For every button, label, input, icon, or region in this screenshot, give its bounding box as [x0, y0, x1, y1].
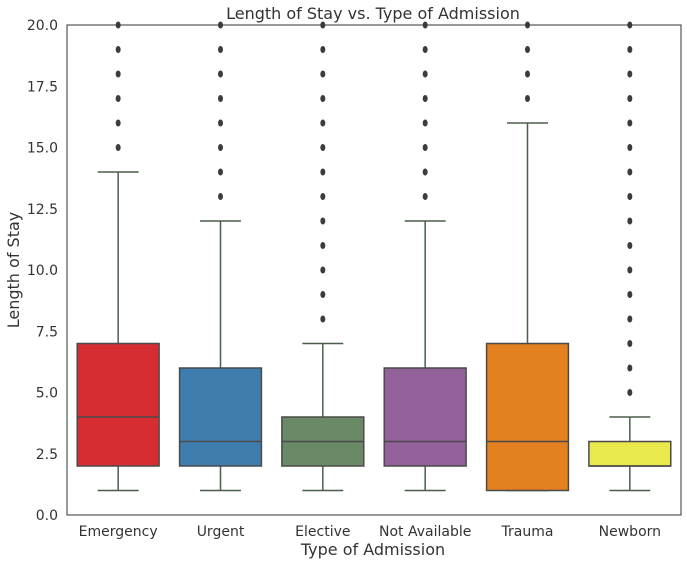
x-tick-label: Urgent	[197, 524, 245, 540]
plot-area	[76, 21, 672, 492]
outlier-point	[320, 242, 326, 249]
outlier-point	[627, 119, 633, 127]
chart-title: Length of Stay vs. Type of Admission	[226, 4, 520, 23]
outlier-point	[115, 95, 121, 102]
outlier-point	[627, 242, 633, 249]
y-axis: 0.0 2.5 5.0 7.5 10.0 12.5 15.0 17.5 20.0	[27, 18, 58, 524]
y-axis-title: Length of Stay	[4, 212, 23, 328]
y-tick-label: 0.0	[36, 508, 58, 524]
x-tick-label: Emergency	[79, 524, 158, 540]
box-newborn	[588, 21, 672, 492]
box-urgent	[178, 21, 263, 492]
outlier-point	[320, 70, 326, 78]
outlier-point	[422, 168, 428, 176]
box-trauma	[485, 21, 570, 492]
outlier-point	[422, 95, 428, 102]
box-iqr	[383, 367, 467, 467]
y-tick-label: 20.0	[27, 18, 58, 34]
outlier-point	[320, 315, 326, 323]
outlier-point	[422, 46, 428, 53]
outlier-point	[422, 119, 428, 127]
x-tick-label: Elective	[295, 524, 350, 540]
outlier-point	[320, 95, 326, 102]
outlier-point	[627, 168, 633, 176]
y-tick-label: 2.5	[36, 447, 58, 463]
x-tick-label: Trauma	[501, 524, 554, 540]
box-iqr	[76, 342, 160, 467]
outlier-point	[115, 46, 121, 53]
box-iqr	[588, 440, 672, 467]
outlier-point	[627, 217, 633, 225]
outlier-point	[218, 70, 223, 78]
outlier-point	[320, 46, 326, 53]
y-tick-label: 17.5	[27, 79, 58, 95]
y-tick-label: 7.5	[36, 324, 58, 340]
outlier-point	[627, 315, 633, 323]
outlier-point	[320, 168, 326, 176]
outlier-point	[627, 340, 633, 347]
x-tick-label: Newborn	[599, 524, 661, 540]
box-emergency	[76, 21, 160, 492]
x-axis: Emergency Urgent Elective Not Available Trau…	[79, 524, 661, 540]
box-elective	[281, 21, 365, 492]
y-tick-label: 12.5	[27, 202, 58, 218]
outlier-point	[422, 70, 428, 78]
box-iqr	[485, 342, 570, 492]
outlier-point	[218, 46, 223, 53]
outlier-point	[218, 95, 223, 102]
outlier-point	[218, 119, 223, 127]
outlier-point	[115, 119, 121, 127]
outlier-point	[525, 46, 530, 53]
y-tick-label: 5.0	[36, 386, 58, 402]
outlier-point	[422, 193, 428, 200]
outlier-point	[627, 144, 633, 151]
outlier-point	[627, 364, 633, 372]
y-tick-label: 10.0	[27, 263, 58, 279]
outlier-point	[115, 144, 121, 151]
outlier-point	[627, 193, 633, 200]
outlier-point	[218, 144, 223, 151]
box-iqr	[178, 367, 263, 467]
outlier-point	[627, 389, 633, 396]
outlier-point	[218, 193, 223, 200]
outlier-point	[627, 95, 633, 102]
outlier-point	[320, 193, 326, 200]
x-tick-label: Not Available	[379, 524, 471, 540]
outlier-point	[627, 291, 633, 298]
outlier-point	[320, 119, 326, 127]
outlier-point	[627, 70, 633, 78]
outlier-point	[320, 266, 326, 274]
box-not-available	[383, 21, 467, 492]
outlier-point	[525, 70, 530, 78]
plot-frame	[66, 24, 682, 516]
outlier-point	[320, 291, 326, 298]
outlier-point	[627, 266, 633, 274]
outlier-point	[320, 144, 326, 151]
outlier-point	[218, 168, 223, 176]
outlier-point	[320, 217, 326, 225]
outlier-point	[525, 95, 530, 102]
outlier-point	[627, 46, 633, 53]
outlier-point	[422, 144, 428, 151]
x-axis-title: Type of Admission	[300, 540, 445, 559]
y-tick-label: 15.0	[27, 141, 58, 157]
outlier-point	[115, 70, 121, 78]
